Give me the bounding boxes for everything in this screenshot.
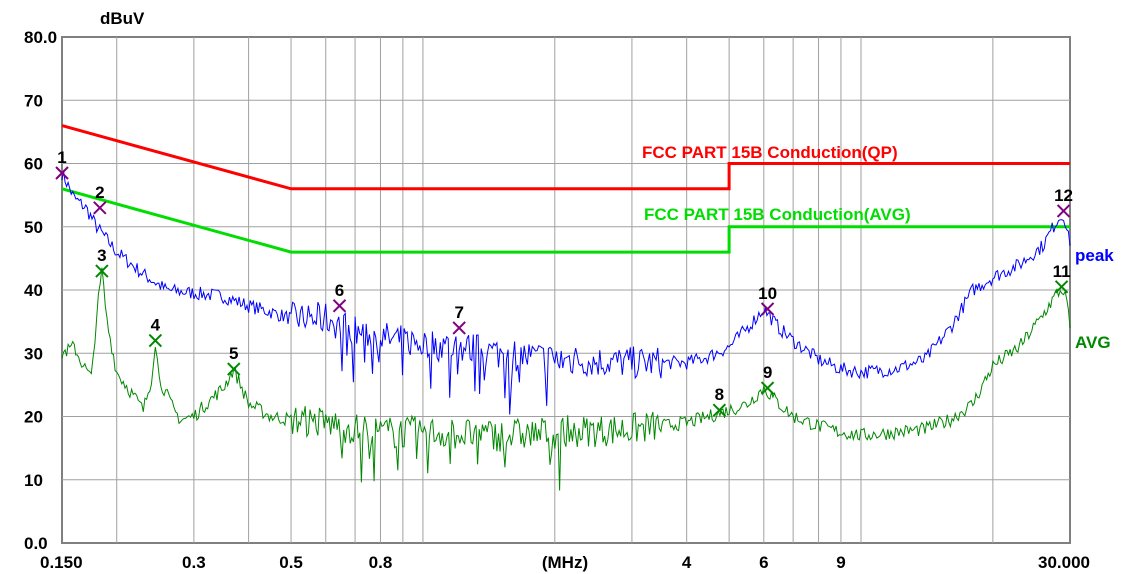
marker-3: 3 <box>95 246 109 278</box>
x-tick-label: 4 <box>682 553 692 572</box>
avg-limit-line <box>61 187 1070 254</box>
marker-6: 6 <box>332 281 347 313</box>
y-unit-label: dBuV <box>100 9 145 28</box>
marker-label: 3 <box>97 246 106 265</box>
peak-trace <box>61 170 1071 415</box>
y-tick-labels: 0.0 10 20 30 40 50 60 70 80.0 <box>24 28 57 553</box>
marker-cross <box>95 264 109 278</box>
y-tick-label: 20 <box>24 408 43 427</box>
marker-10: 10 <box>758 284 777 316</box>
marker-4: 4 <box>148 316 163 348</box>
marker-5: 5 <box>227 344 241 376</box>
limit-lines <box>61 124 1070 254</box>
marker-cross <box>760 381 775 395</box>
marker-cross <box>452 321 466 335</box>
avg-series-label: AVG <box>1075 333 1111 352</box>
marker-9: 9 <box>760 363 775 395</box>
y-tick-label: 60 <box>24 155 43 174</box>
marker-label: 6 <box>335 281 344 300</box>
avg-limit-label: FCC PART 15B Conduction(AVG) <box>644 205 911 224</box>
x-tick-label: 0.3 <box>182 553 206 572</box>
marker-label: 7 <box>454 303 463 322</box>
marker-11: 11 <box>1053 262 1071 294</box>
marker-label: 1 <box>57 148 66 167</box>
marker-label: 5 <box>229 344 238 363</box>
marker-label: 2 <box>95 183 104 202</box>
y-tick-label: 70 <box>24 91 43 110</box>
y-gridlines <box>62 99 1070 481</box>
marker-cross <box>712 403 727 417</box>
marker-1: 1 <box>55 148 69 180</box>
x-tick-label: 30.000 <box>1038 553 1090 572</box>
marker-cross <box>1056 204 1071 218</box>
x-tick-label: 6 <box>759 553 768 572</box>
peak-series-label: peak <box>1075 246 1114 265</box>
marker-label: 11 <box>1053 262 1071 281</box>
marker-label: 12 <box>1054 186 1073 205</box>
marker-2: 2 <box>93 183 107 215</box>
y-tick-label: 10 <box>24 471 43 490</box>
y-tick-label: 40 <box>24 281 43 300</box>
x-axis-label: (MHz) <box>542 553 588 572</box>
marker-label: 9 <box>763 363 772 382</box>
marker-8: 8 <box>712 385 727 417</box>
marker-label: 4 <box>151 316 161 335</box>
marker-cross <box>1054 280 1069 294</box>
series-lines <box>61 170 1071 491</box>
marker-12: 12 <box>1054 186 1073 218</box>
x-tick-label: 0.5 <box>279 553 303 572</box>
x-tick-labels: 0.150 0.3 0.5 0.8 4 6 9 30.000 (MHz) <box>40 553 1090 572</box>
marker-cross <box>760 302 775 316</box>
marker-7: 7 <box>452 303 466 335</box>
x-tick-label: 0.8 <box>369 553 393 572</box>
y-tick-label: 30 <box>24 344 43 363</box>
y-tick-label: 80.0 <box>24 28 57 47</box>
marker-label: 10 <box>758 284 777 303</box>
marker-cross <box>227 362 241 376</box>
y-tick-label: 50 <box>24 218 43 237</box>
avg-trace <box>61 267 1071 491</box>
marker-cross <box>148 333 163 348</box>
marker-cross <box>332 299 347 313</box>
marker-label: 8 <box>715 385 724 404</box>
marker-cross <box>55 166 69 180</box>
x-tick-label: 9 <box>836 553 845 572</box>
x-tick-label: 0.150 <box>40 553 83 572</box>
qp-limit-line <box>61 124 1070 191</box>
marker-cross <box>93 201 107 215</box>
y-tick-label: 0.0 <box>24 534 48 553</box>
qp-limit-label: FCC PART 15B Conduction(QP) <box>642 143 898 162</box>
